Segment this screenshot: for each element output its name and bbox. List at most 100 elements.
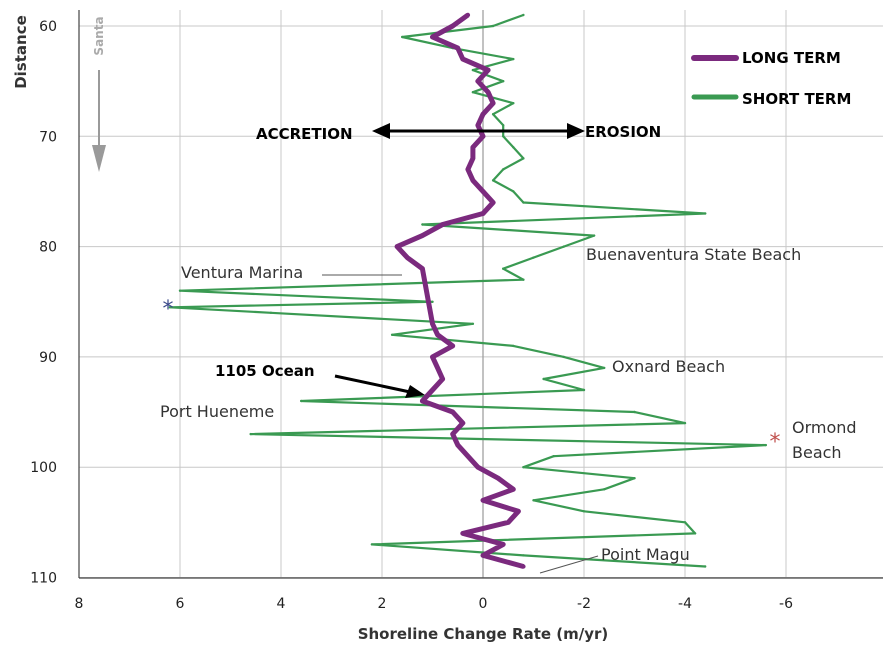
asterisk-right-icon: *	[770, 430, 781, 455]
data-point-short-term	[683, 421, 687, 425]
data-point-short-term	[512, 57, 515, 61]
data-point-short-term	[683, 521, 687, 524]
data-point-long-term	[480, 189, 486, 194]
data-point-short-term	[502, 267, 505, 270]
data-point-long-term	[455, 45, 460, 51]
data-point-short-term	[764, 443, 767, 447]
data-point-long-term	[495, 476, 501, 481]
data-point-short-term	[512, 190, 515, 193]
y-tick-label: 80	[39, 240, 57, 256]
data-point-short-term	[269, 311, 273, 314]
data-point-short-term	[471, 91, 475, 94]
data-point-long-term	[475, 79, 481, 84]
data-point-long-term	[501, 542, 506, 547]
data-point-short-term	[552, 455, 555, 458]
series-line-long-term	[394, 12, 525, 569]
data-point-short-term	[532, 499, 535, 502]
data-point-long-term	[475, 123, 481, 128]
data-point-short-term	[582, 510, 586, 513]
data-point-short-term	[491, 179, 495, 182]
data-point-long-term	[465, 454, 471, 459]
data-point-short-term	[370, 543, 374, 546]
series-line-short-term	[168, 13, 767, 568]
data-point-short-term	[168, 306, 172, 309]
x-tick-label: 0	[479, 596, 488, 612]
data-point-long-term	[485, 67, 491, 73]
data-point-long-term	[450, 431, 455, 437]
data-point-long-term	[465, 167, 471, 172]
x-tick-label: -6	[779, 596, 793, 612]
data-point-long-term	[460, 531, 465, 536]
data-point-long-term	[450, 343, 455, 349]
data-point-long-term	[435, 365, 440, 371]
data-point-long-term	[420, 266, 425, 271]
data-point-short-term	[633, 410, 636, 414]
data-point-long-term	[430, 321, 435, 326]
x-tick-label: 6	[176, 596, 185, 612]
data-point-long-term	[470, 178, 476, 183]
data-point-long-term	[516, 509, 521, 514]
data-point-short-term	[582, 388, 586, 392]
data-point-short-term	[542, 377, 545, 381]
y-tick-label: 60	[39, 19, 57, 35]
data-point-short-term	[178, 289, 182, 292]
x-tick-label: -4	[678, 596, 692, 612]
y-tick-label: 100	[30, 460, 57, 476]
data-point-short-term	[471, 68, 475, 72]
left-arrowhead-icon	[372, 123, 390, 139]
data-point-short-term	[512, 344, 515, 348]
data-point-long-term	[485, 90, 491, 95]
data-point-long-term	[450, 23, 455, 29]
down-arrow-icon	[92, 70, 106, 172]
data-point-long-term	[450, 409, 455, 415]
data-point-short-term	[633, 477, 636, 480]
data-point-long-term	[455, 442, 460, 448]
ocean-arrowhead-icon	[405, 385, 425, 398]
data-point-short-term	[562, 355, 565, 359]
plot-frame	[78, 10, 883, 579]
data-point-short-term	[502, 135, 505, 138]
y-tick-label: 110	[30, 571, 57, 587]
data-point-long-term	[465, 12, 471, 18]
data-point-short-term	[603, 488, 606, 491]
data-point-short-term	[562, 245, 565, 248]
data-point-short-term	[421, 223, 424, 226]
data-point-short-term	[502, 124, 505, 127]
x-tick-label: 4	[277, 596, 286, 612]
y-tick-labels: 60 70 80 90 100 110	[30, 19, 57, 587]
data-point-long-term	[440, 222, 445, 227]
x-tick-label: -2	[577, 596, 591, 612]
data-point-long-term	[521, 564, 526, 569]
data-point-long-term	[460, 420, 465, 426]
data-point-short-term	[603, 366, 606, 370]
data-point-long-term	[440, 376, 445, 382]
data-point-short-term	[693, 532, 697, 535]
data-point-short-term	[522, 201, 525, 204]
annotation-port-hueneme: Port Hueneme	[160, 402, 274, 421]
data-point-short-term	[522, 466, 525, 469]
data-point-long-term	[480, 112, 486, 117]
data-point-short-term	[431, 300, 434, 303]
data-point-short-term	[249, 432, 252, 436]
annotation-oxnard-beach: Oxnard Beach	[612, 357, 725, 376]
series-layer	[168, 12, 767, 569]
legend: LONG TERM SHORT TERM	[691, 49, 851, 108]
y-tick-label: 70	[39, 129, 57, 145]
data-point-long-term	[470, 145, 476, 150]
legend-label-long-term: LONG TERM	[742, 49, 841, 67]
data-point-short-term	[704, 565, 707, 568]
y-axis-title: Distance	[12, 15, 30, 89]
data-point-short-term	[502, 80, 505, 83]
data-point-short-term	[522, 13, 525, 17]
data-point-short-term	[512, 102, 515, 105]
data-point-long-term	[480, 553, 486, 558]
annotation-ventura-marina: Ventura Marina	[181, 263, 303, 282]
data-point-short-term	[592, 234, 596, 237]
data-point-short-term	[491, 113, 495, 116]
direction-arrows: ACCRETION EROSION	[256, 123, 661, 143]
data-point-short-term	[491, 24, 495, 28]
annotation-ormond-beach: Beach	[792, 443, 842, 462]
data-point-long-term	[470, 156, 476, 161]
